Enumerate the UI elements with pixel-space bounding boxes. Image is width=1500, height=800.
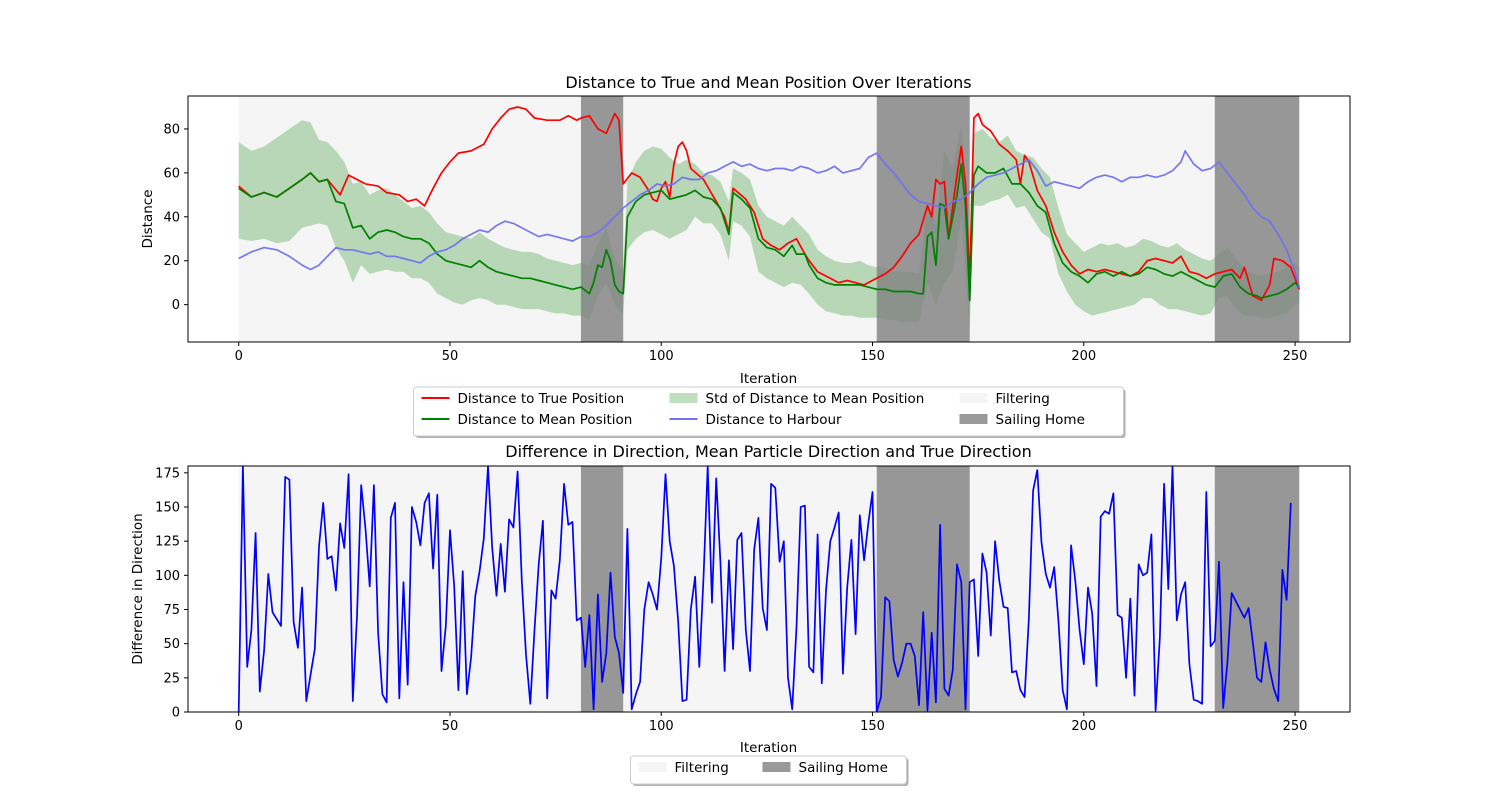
legend-swatch-filtering <box>638 762 667 772</box>
y-tick-label: 125 <box>155 535 180 550</box>
x-tick-label: 0 <box>235 349 243 364</box>
x-tick-label: 250 <box>1283 719 1308 734</box>
direction-chart: Difference in Direction, Mean Particle D… <box>130 442 1351 786</box>
legend-swatch-sailing-home <box>762 762 791 772</box>
filtering-span <box>238 466 1300 712</box>
y-axis-label: Difference in Direction <box>130 513 146 664</box>
legend-label-std-of-distance-to-mean-position: Std of Distance to Mean Position <box>706 391 925 407</box>
legend: Distance to True Position Distance to Mea… <box>413 386 1126 438</box>
y-tick-label: 0 <box>172 706 180 721</box>
distance-chart: Distance to True and Mean Position Over … <box>140 73 1351 438</box>
legend-label-distance-to-mean-position: Distance to Mean Position <box>458 412 633 428</box>
legend-swatch-filtering <box>959 393 988 403</box>
y-tick-label: 80 <box>163 122 180 137</box>
legend-box <box>413 386 1124 437</box>
x-axis-label: Iteration <box>740 371 797 387</box>
series-line <box>237 466 1292 712</box>
series-line-distance-to-harbour <box>238 150 1301 288</box>
y-tick-label: 60 <box>163 166 180 181</box>
y-axis-label: Distance <box>140 189 156 248</box>
legend-label-distance-to-harbour: Distance to Harbour <box>706 412 843 428</box>
x-tick-label: 50 <box>442 719 459 734</box>
x-tick-label: 0 <box>235 719 243 734</box>
y-tick-label: 150 <box>155 501 180 516</box>
legend-label-sailing-home: Sailing Home <box>799 760 888 776</box>
x-tick-label: 100 <box>649 719 674 734</box>
sailing-home-span <box>580 96 624 342</box>
legend-swatch-sailing-home <box>959 414 988 424</box>
chart-title: Distance to True and Mean Position Over … <box>565 73 971 92</box>
plot-area <box>238 96 1301 342</box>
std-band <box>238 120 1300 331</box>
x-tick-label: 250 <box>1283 349 1308 364</box>
filtering-span <box>238 96 1300 342</box>
y-tick-label: 175 <box>155 466 180 481</box>
y-tick-label: 100 <box>155 569 180 584</box>
y-tick-label: 25 <box>163 671 180 686</box>
chart-title: Difference in Direction, Mean Particle D… <box>505 442 1031 461</box>
x-tick-label: 200 <box>1071 349 1096 364</box>
legend: Filtering Sailing Home <box>630 755 909 786</box>
y-tick-label: 0 <box>172 298 180 313</box>
legend-label-filtering: Filtering <box>996 391 1050 407</box>
legend-label-distance-to-true-position: Distance to True Position <box>458 391 625 407</box>
y-tick-label: 20 <box>163 254 180 269</box>
x-axis-label: Iteration <box>740 740 797 756</box>
y-tick-label: 75 <box>163 603 180 618</box>
x-tick-label: 100 <box>649 349 674 364</box>
x-tick-label: 50 <box>442 349 459 364</box>
axes-frame <box>187 95 1351 343</box>
x-tick-label: 150 <box>860 349 885 364</box>
legend-swatch-std-of-distance-to-mean-position <box>669 393 698 403</box>
x-tick-label: 150 <box>860 719 885 734</box>
y-tick-label: 50 <box>163 637 180 652</box>
y-tick-label: 40 <box>163 210 180 225</box>
legend-label-filtering: Filtering <box>675 760 729 776</box>
sailing-home-span <box>1214 96 1300 342</box>
x-tick-label: 200 <box>1071 719 1096 734</box>
sailing-home-span <box>876 466 970 712</box>
plot-area <box>237 466 1300 712</box>
axes-frame <box>187 465 1351 713</box>
legend-label-sailing-home: Sailing Home <box>996 412 1085 428</box>
series-line-distance-to-mean-position <box>238 163 1300 302</box>
